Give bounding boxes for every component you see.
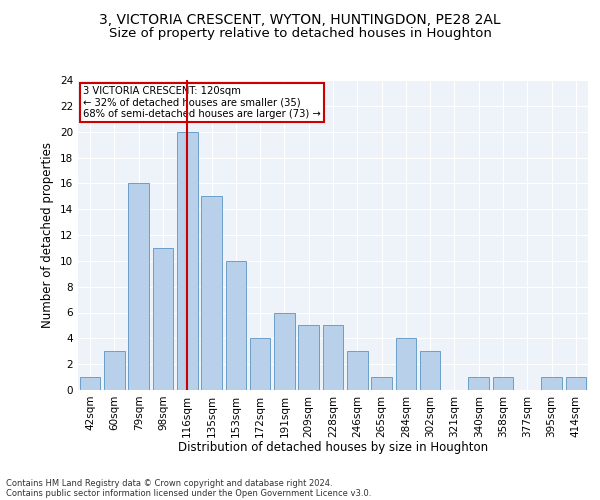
Bar <box>177 132 197 390</box>
Bar <box>469 377 489 390</box>
Bar <box>274 312 295 390</box>
Bar <box>347 351 368 390</box>
Bar <box>371 377 392 390</box>
Text: Contains HM Land Registry data © Crown copyright and database right 2024.: Contains HM Land Registry data © Crown c… <box>6 478 332 488</box>
Text: Contains public sector information licensed under the Open Government Licence v3: Contains public sector information licen… <box>6 488 371 498</box>
Bar <box>420 351 440 390</box>
Bar <box>226 261 246 390</box>
Bar <box>250 338 271 390</box>
Text: Size of property relative to detached houses in Houghton: Size of property relative to detached ho… <box>109 28 491 40</box>
Y-axis label: Number of detached properties: Number of detached properties <box>41 142 55 328</box>
X-axis label: Distribution of detached houses by size in Houghton: Distribution of detached houses by size … <box>178 441 488 454</box>
Bar <box>323 326 343 390</box>
Bar <box>128 184 149 390</box>
Text: 3, VICTORIA CRESCENT, WYTON, HUNTINGDON, PE28 2AL: 3, VICTORIA CRESCENT, WYTON, HUNTINGDON,… <box>99 12 501 26</box>
Bar <box>104 351 125 390</box>
Bar <box>152 248 173 390</box>
Bar <box>80 377 100 390</box>
Bar <box>201 196 222 390</box>
Bar <box>395 338 416 390</box>
Bar <box>298 326 319 390</box>
Bar <box>493 377 514 390</box>
Bar <box>566 377 586 390</box>
Text: 3 VICTORIA CRESCENT: 120sqm
← 32% of detached houses are smaller (35)
68% of sem: 3 VICTORIA CRESCENT: 120sqm ← 32% of det… <box>83 86 321 120</box>
Bar <box>541 377 562 390</box>
